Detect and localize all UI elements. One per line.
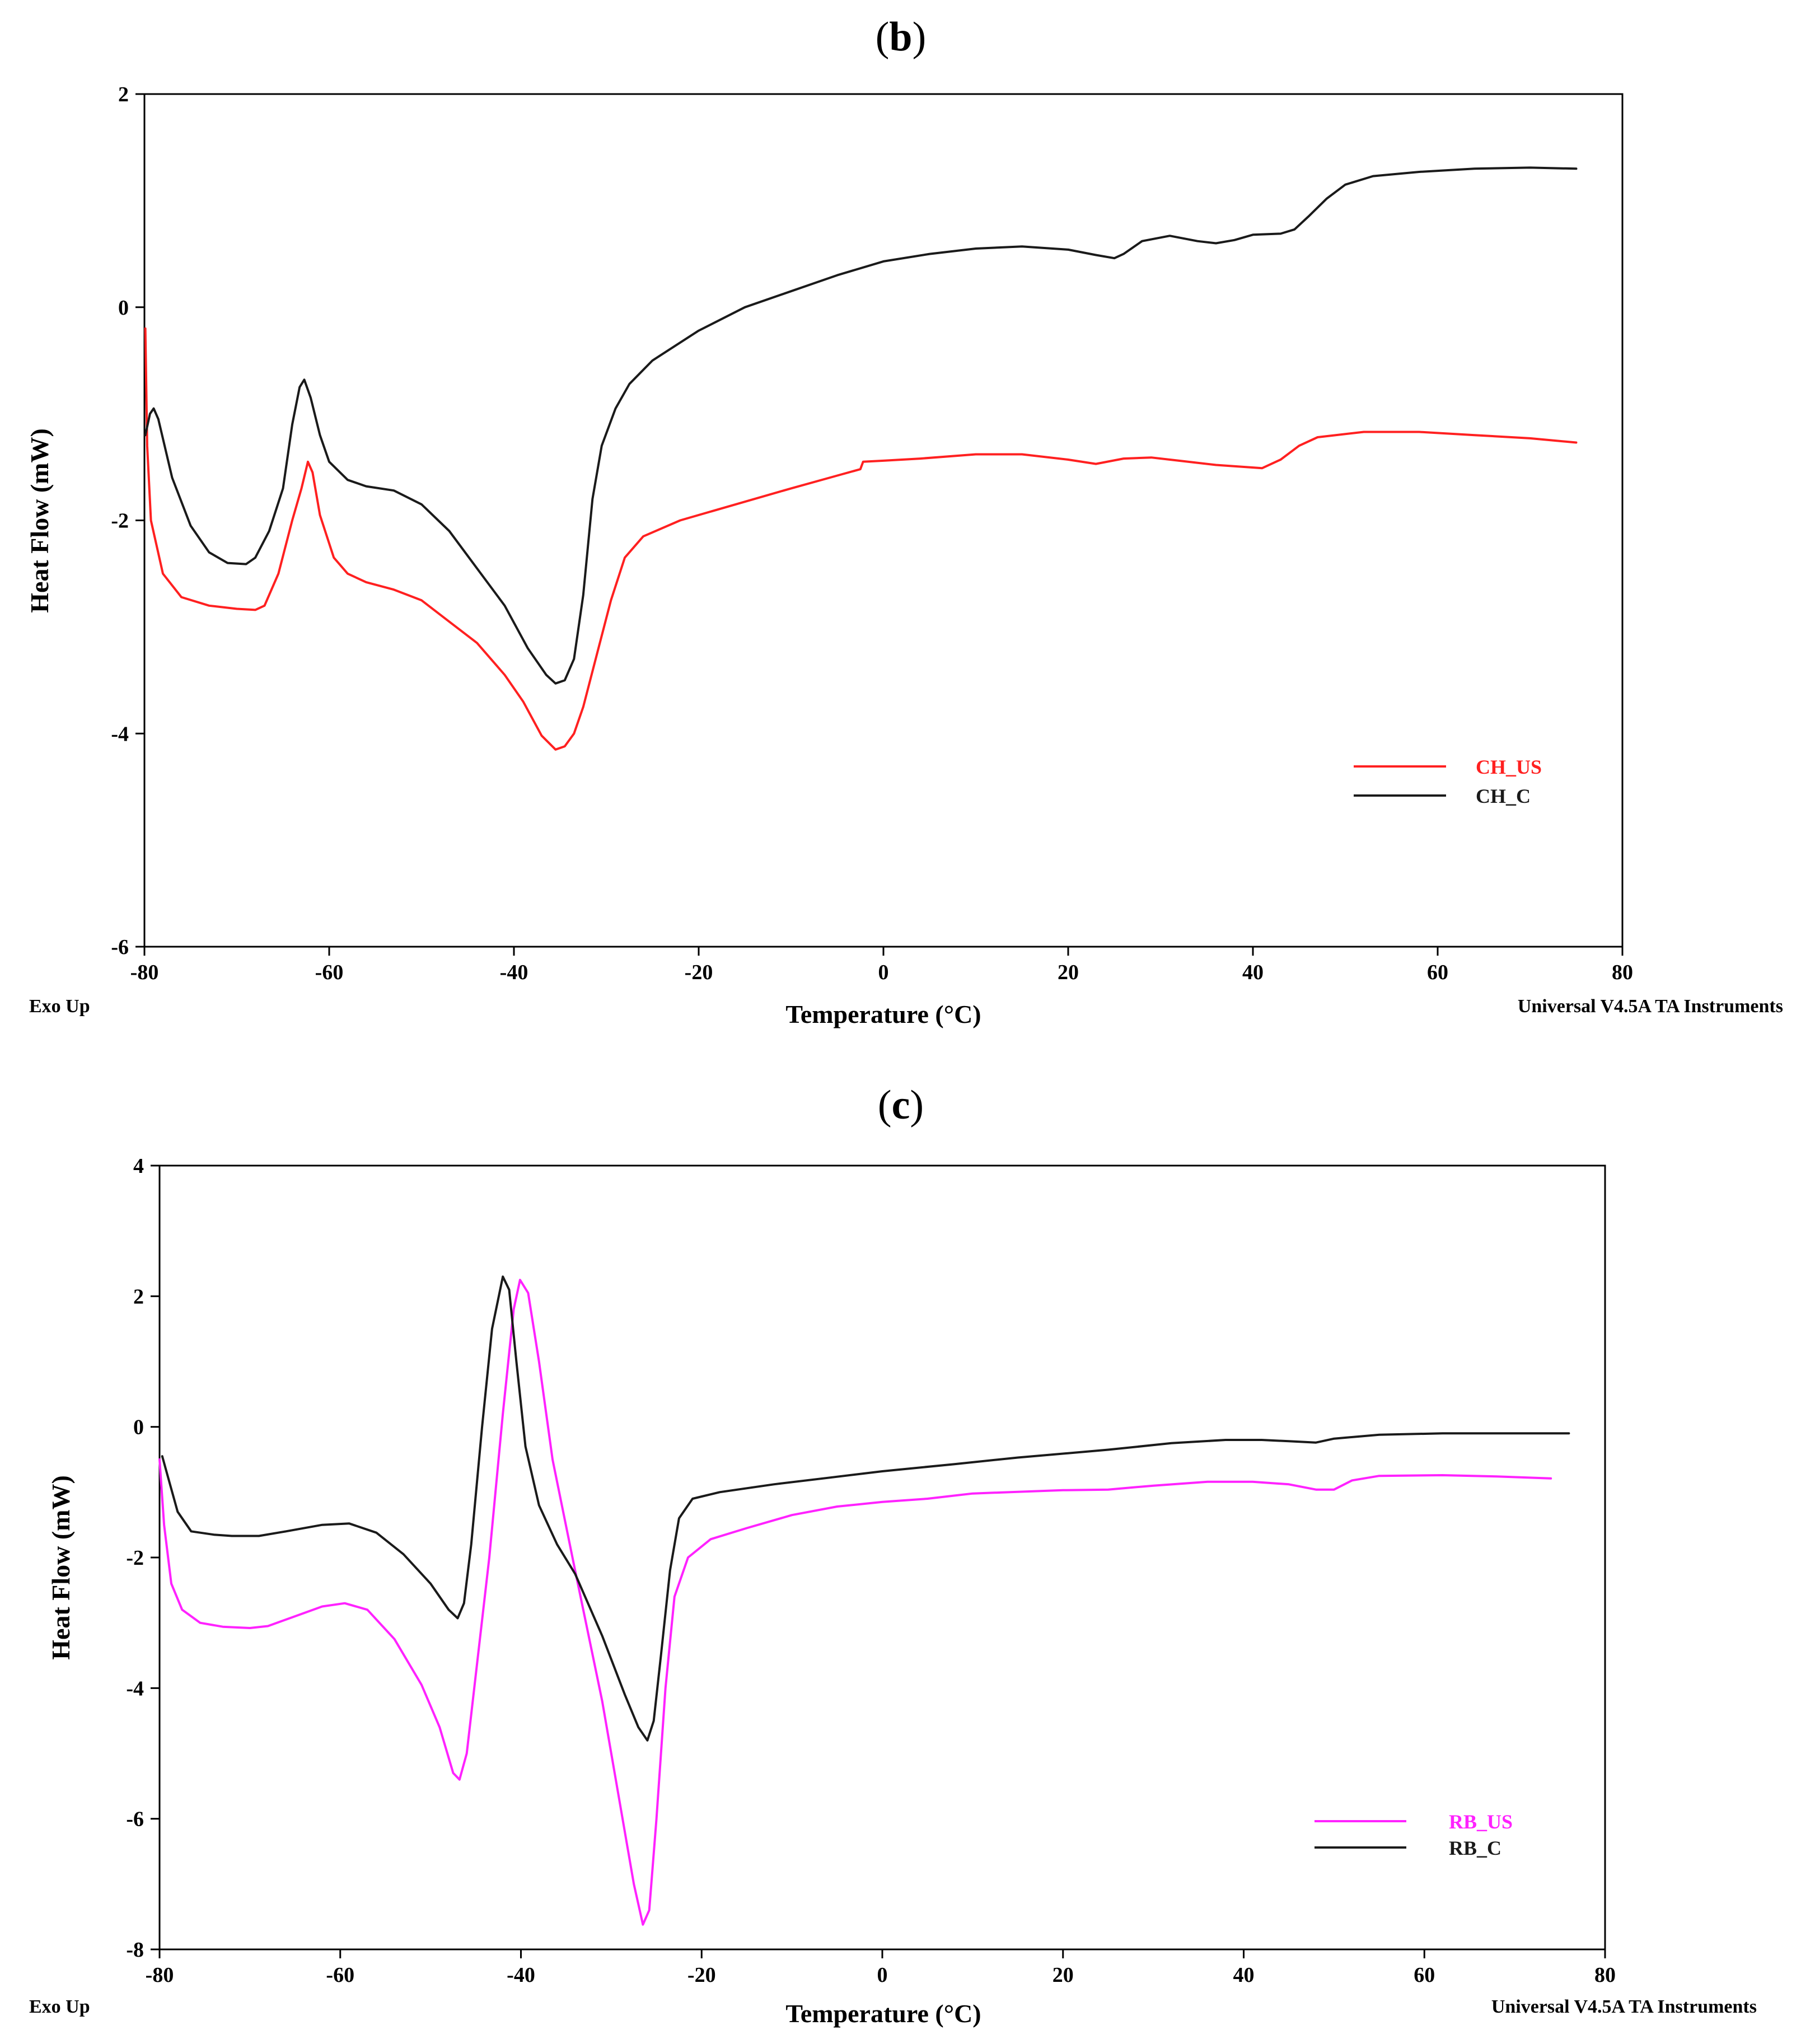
panel-c-y-tick-label: 0 bbox=[133, 1416, 144, 1439]
panel-c-x-ticks: -80 -60 -40 -20 0 20 40 60 80 bbox=[146, 1949, 1616, 1987]
panel-c-x-tick-label: 60 bbox=[1414, 1963, 1435, 1987]
panel-b-y-tick-label: -4 bbox=[111, 722, 129, 746]
panel-b-x-tick-label: 40 bbox=[1242, 961, 1264, 984]
panel-c-x-tick-label: -20 bbox=[687, 1963, 716, 1987]
panel-b-x-tick-label: 20 bbox=[1058, 961, 1079, 984]
panel-b-y-tick-label: -2 bbox=[111, 509, 129, 533]
panel-b-y-tick-label: -6 bbox=[111, 936, 129, 959]
panel-b-instrument-label: Universal V4.5A TA Instruments bbox=[1518, 996, 1783, 1017]
panel-c-x-tick-label: -40 bbox=[507, 1963, 535, 1987]
panel-b-y-tick-label: 2 bbox=[118, 83, 129, 106]
panel-c-label: (c) bbox=[878, 1082, 924, 1128]
panel-c-exo-up: Exo Up bbox=[29, 1996, 90, 2017]
panel-c-y-tick-label: -4 bbox=[126, 1677, 144, 1700]
panel-b-x-tick-label: -40 bbox=[500, 961, 528, 984]
panel-b-legend-label-ch-c: CH_C bbox=[1476, 785, 1531, 807]
panel-b-x-tick-label: 0 bbox=[878, 961, 889, 984]
panel-b-exo-up: Exo Up bbox=[29, 996, 90, 1017]
panel-b-x-tick-label: 60 bbox=[1427, 961, 1448, 984]
panel-b-legend: CH_US CH_C bbox=[1354, 756, 1542, 807]
panel-c-series-rb-us bbox=[158, 1279, 1552, 1926]
panel-b-x-tick-label: 80 bbox=[1612, 961, 1633, 984]
panel-c-y-tick-label: -2 bbox=[126, 1546, 144, 1570]
panel-b-x-tick-label: -20 bbox=[685, 961, 713, 984]
panel-c-y-tick-label: 2 bbox=[133, 1285, 144, 1308]
panel-b-x-ticks: -80 -60 -40 -20 0 20 40 60 80 bbox=[130, 947, 1633, 984]
panel-b-legend-label-ch-us: CH_US bbox=[1476, 756, 1542, 778]
panel-b-series-ch-us bbox=[144, 327, 1578, 751]
panel-b-series-ch-c bbox=[144, 166, 1578, 685]
panel-c-y-axis-title: Heat Flow (mW) bbox=[46, 1475, 75, 1660]
panel-b-x-tick-label: -60 bbox=[315, 961, 344, 984]
panel-b-x-tick-label: -80 bbox=[130, 961, 159, 984]
panel-c-series-rb-c bbox=[161, 1275, 1570, 1742]
panel-c-plot-frame bbox=[158, 1164, 1606, 1951]
panel-c-legend-label-rb-us: RB_US bbox=[1449, 1811, 1513, 1833]
panel-c-letter: c bbox=[892, 1082, 910, 1128]
panel-c-x-tick-label: 40 bbox=[1233, 1963, 1255, 1987]
panel-c-x-tick-label: 80 bbox=[1594, 1963, 1616, 1987]
panel-c-x-tick-label: -60 bbox=[326, 1963, 354, 1987]
panel-b-y-ticks: -6 -4 -2 0 2 bbox=[111, 83, 144, 959]
panel-b-y-tick-label: 0 bbox=[118, 296, 129, 320]
panel-c-series bbox=[158, 1275, 1570, 1926]
panel-b-letter: b bbox=[889, 14, 912, 60]
panel-b-plot-frame bbox=[143, 93, 1624, 948]
panel-c-y-ticks: -8 -6 -4 -2 0 2 4 bbox=[126, 1154, 160, 1962]
panel-c-legend-label-rb-c: RB_C bbox=[1449, 1837, 1501, 1859]
panel-c-instrument-label: Universal V4.5A TA Instruments bbox=[1491, 1996, 1757, 2017]
panel-b-x-axis-title: Temperature (°C) bbox=[785, 1000, 981, 1028]
panel-c-x-tick-label: -80 bbox=[146, 1963, 174, 1987]
panel-c-x-tick-label: 0 bbox=[877, 1963, 888, 1987]
panel-c-y-tick-label: -6 bbox=[126, 1808, 144, 1831]
panel-b-label: (b) bbox=[876, 14, 926, 60]
panel-c-x-tick-label: 20 bbox=[1052, 1963, 1074, 1987]
panel-b-y-axis-title: Heat Flow (mW) bbox=[25, 428, 54, 613]
panel-b-series bbox=[144, 166, 1578, 751]
panel-c-y-tick-label: 4 bbox=[133, 1154, 144, 1178]
panel-c-y-tick-label: -8 bbox=[126, 1938, 144, 1962]
panel-c-legend: RB_US RB_C bbox=[1315, 1811, 1513, 1859]
panel-c-x-axis-title: Temperature (°C) bbox=[785, 1999, 981, 2028]
panel-b: (b) -80 -60 -40 -20 0 20 40 60 80 -6-4-202 Tempe… bbox=[25, 14, 1783, 1028]
